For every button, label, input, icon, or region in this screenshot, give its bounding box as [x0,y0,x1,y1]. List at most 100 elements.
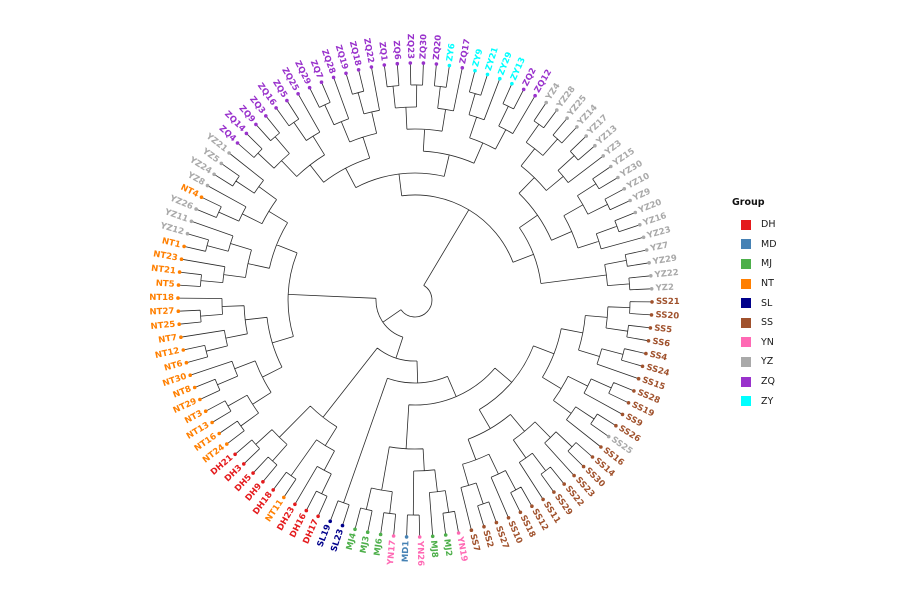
leaf-dot [646,339,651,343]
leaf-dot [622,187,627,191]
leaf-dot [562,482,566,486]
leaf-label: SS20 [655,310,679,321]
leaf-dot [365,530,370,534]
leaf-dot [254,122,258,127]
leaf-dot [628,198,632,203]
leaf-dot [395,61,400,66]
leaf-dot [179,257,184,262]
leaf-dot [184,360,189,365]
leaf-label: MJ3 [359,535,372,554]
leaf-dot [544,100,548,105]
legend-group-label: NT [761,278,774,290]
leaf-label: YZ7 [649,240,670,254]
leaf-dot [176,309,181,314]
leaf-label: YZ22 [653,268,679,281]
leaf-dot [344,71,348,76]
leaf-label: NT18 [149,293,174,303]
leaf-dot [192,385,197,390]
leaf-dot [242,462,246,466]
leaf-dot [599,445,603,449]
leaf-dot [541,497,545,502]
legend-group-label: ZY [761,395,774,407]
leaf-dot [316,514,320,519]
leaf-dot [203,409,208,414]
leaf-dot [304,508,309,513]
legend-group-label: MD [761,238,777,250]
leaf-dot [590,455,595,459]
leaf-dot [518,510,523,515]
leaf-dot [285,98,289,103]
leaf-dot [636,376,641,381]
leaf-label: YZ2 [654,283,674,294]
leaf-label: ZQ22 [361,37,375,64]
leaf-dot [469,528,474,532]
legend-group-label: YZ [761,356,774,368]
tree-links [177,62,653,538]
legend-group-label: SL [761,297,773,309]
leaf-dot [328,519,333,524]
leaf-dot [565,116,569,120]
leaf-dot [430,534,435,539]
leaf-dot [194,207,198,211]
leaf-dot [647,261,651,265]
leaf-dot [649,313,654,317]
leaf-label: ZQ6 [391,40,402,60]
leaf-dot [271,488,276,492]
leaf-label: YN26 [415,540,426,566]
leaf-dot [199,195,204,199]
leaf-dot [648,326,653,330]
leaf-label: MJ4 [345,532,359,552]
legend-item: ZY [732,391,777,411]
leaf-dot [176,283,181,287]
legend-item: MD [732,235,777,255]
leaf-label: YZ29 [651,253,677,267]
legend-item: SL [732,293,777,313]
leaf-dot [593,143,597,148]
leaf-dot [482,524,486,529]
leaf-dot [644,248,649,252]
leaf-label: SS5 [654,323,673,335]
leaf-dot [417,535,422,539]
legend-swatch-icon [741,219,751,230]
leaf-dot [638,223,642,227]
leaf-dot [494,520,499,525]
leaf-dot [447,63,452,68]
leaf-label: NT12 [154,346,180,361]
legend-items: DH MD MJ NT SL SS YN YZ ZQ ZY [732,215,777,411]
leaf-label: ZQ30 [419,34,430,60]
legend-swatch-icon [741,396,751,407]
leaf-dot [649,287,654,291]
leaf-label: SS6 [652,337,671,350]
legend-group-label: YN [761,336,774,348]
leaf-dot [485,72,490,77]
legend-title: Group [732,197,765,208]
leaf-label: NT1 [161,236,182,250]
leaf-label: NT7 [158,333,178,346]
dendrogram-branches [177,62,653,538]
leaf-dot [244,131,249,136]
leaf-label: SS21 [656,297,680,307]
leaf-dot [506,516,511,520]
leaf-dot [198,397,202,402]
leaf-dot [443,533,448,537]
legend-group-label: SS [761,317,774,329]
leaf-dot [264,114,268,118]
leaf-dot [601,154,605,158]
leaf-dot [353,527,357,532]
leaf-dot [456,531,461,535]
leaf-dot [181,348,186,352]
legend-swatch-icon [741,317,751,328]
leaf-dot [251,471,255,475]
leaf-label: NT6 [163,359,184,374]
leaf-dot [644,351,648,356]
leaf-dot [434,62,439,66]
leaf-dot [219,161,224,166]
leaf-dot [185,231,190,236]
leaf-label: SS2 [480,529,495,549]
legend-swatch-icon [741,298,751,309]
leaf-label: ZQ1 [376,41,388,62]
leaf-dot [282,495,286,500]
leaf-dot [378,532,383,537]
legend-item: ZQ [732,372,777,392]
legend-item: YN [732,333,777,353]
